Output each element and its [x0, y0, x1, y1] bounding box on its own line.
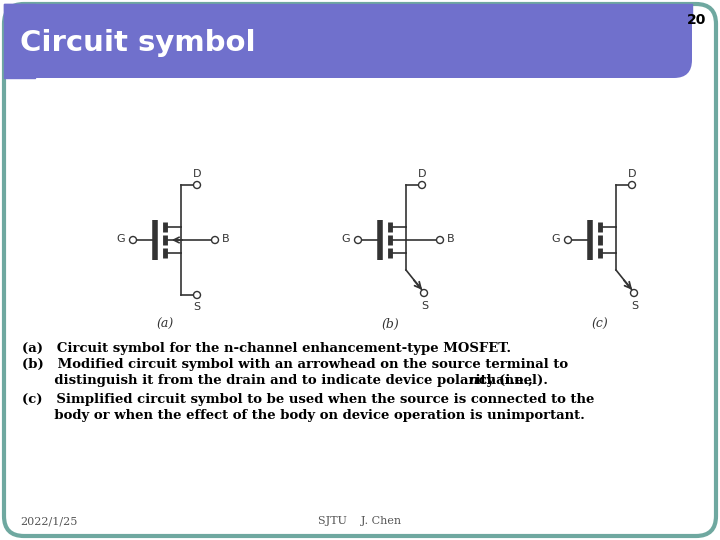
- Circle shape: [194, 292, 200, 299]
- Circle shape: [564, 237, 572, 244]
- Text: S: S: [631, 301, 639, 311]
- Text: (a): (a): [156, 318, 174, 331]
- Circle shape: [631, 289, 637, 296]
- Text: Circuit symbol: Circuit symbol: [20, 29, 256, 57]
- Text: body or when the effect of the body on device operation is unimportant.: body or when the effect of the body on d…: [22, 409, 585, 422]
- Text: S: S: [421, 301, 428, 311]
- Text: (c): (c): [592, 318, 608, 331]
- Text: D: D: [193, 169, 202, 179]
- Text: G: G: [552, 234, 560, 244]
- Circle shape: [212, 237, 218, 244]
- Text: SJTU    J. Chen: SJTU J. Chen: [318, 516, 402, 526]
- Text: (a)   Circuit symbol for the n-channel enhancement-type MOSFET.: (a) Circuit symbol for the n-channel enh…: [22, 342, 511, 355]
- Circle shape: [418, 181, 426, 188]
- FancyBboxPatch shape: [4, 4, 692, 78]
- Text: B: B: [222, 234, 230, 244]
- Text: channel).: channel).: [474, 374, 548, 387]
- Text: (c)   Simplified circuit symbol to be used when the source is connected to the: (c) Simplified circuit symbol to be used…: [22, 393, 595, 406]
- Circle shape: [194, 181, 200, 188]
- Circle shape: [629, 181, 636, 188]
- Circle shape: [354, 237, 361, 244]
- Text: B: B: [447, 234, 454, 244]
- Text: (b)   Modified circuit symbol with an arrowhead on the source terminal to: (b) Modified circuit symbol with an arro…: [22, 358, 568, 371]
- Circle shape: [436, 237, 444, 244]
- Text: distinguish it from the drain and to indicate device polarity (i.e.,: distinguish it from the drain and to ind…: [22, 374, 538, 387]
- Text: S: S: [194, 302, 201, 312]
- Text: (b): (b): [381, 318, 399, 331]
- Text: D: D: [628, 169, 636, 179]
- FancyBboxPatch shape: [4, 4, 716, 536]
- Text: D: D: [418, 169, 426, 179]
- Circle shape: [130, 237, 137, 244]
- Text: 20: 20: [687, 13, 706, 27]
- Circle shape: [420, 289, 428, 296]
- Text: G: G: [341, 234, 350, 244]
- Text: 2022/1/25: 2022/1/25: [20, 516, 77, 526]
- Text: n: n: [468, 374, 477, 387]
- Text: G: G: [117, 234, 125, 244]
